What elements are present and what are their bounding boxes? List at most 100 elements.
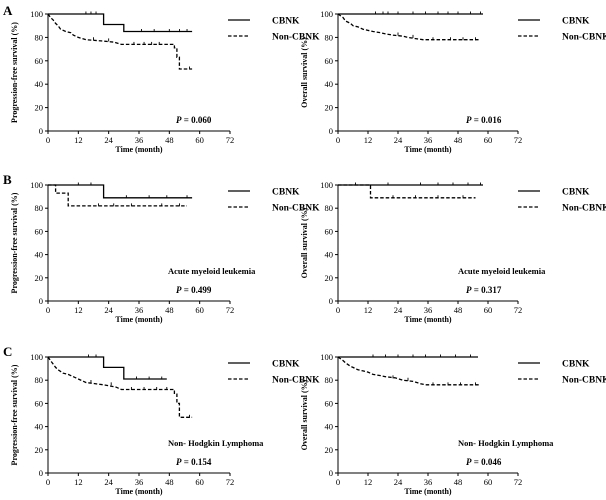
x-tick-label: 72 (514, 135, 523, 145)
panel-letter: A (3, 3, 13, 18)
p-value: P = 0.016 (466, 115, 502, 125)
y-tick-label: 100 (320, 352, 333, 362)
y-axis-label: Progression-free survival (%) (10, 192, 19, 293)
x-tick-label: 24 (104, 135, 113, 145)
x-tick-label: 12 (74, 305, 83, 315)
legend-label-non-cbnk: Non-CBNK (562, 33, 606, 43)
y-tick-label: 40 (35, 79, 44, 89)
x-tick-label: 72 (226, 477, 235, 487)
p-value-number: = 0.016 (472, 115, 502, 125)
panel-annotation: Acute myeloid leukemia (168, 266, 256, 276)
p-value-number: = 0.317 (472, 285, 502, 295)
x-tick-label: 36 (135, 305, 144, 315)
legend-label-cbnk: CBNK (562, 188, 590, 198)
y-tick-label: 80 (325, 203, 334, 213)
p-value-number: = 0.060 (182, 115, 212, 125)
panel-letter: C (3, 344, 12, 359)
y-axis-label: Progression-free survival (%) (10, 364, 19, 465)
p-value-symbol: P (176, 457, 182, 467)
p-value-number: = 0.046 (472, 457, 502, 467)
p-value: P = 0.046 (466, 457, 502, 467)
x-tick-label: 24 (394, 135, 403, 145)
y-tick-label: 20 (35, 103, 44, 113)
p-value-symbol: P (466, 457, 472, 467)
legend-label-cbnk: CBNK (562, 17, 590, 27)
x-tick-label: 48 (165, 477, 174, 487)
legend-label-cbnk: CBNK (272, 188, 300, 198)
y-tick-label: 80 (35, 203, 44, 213)
x-tick-label: 60 (195, 477, 204, 487)
y-tick-label: 20 (325, 273, 334, 283)
legend-label-cbnk: CBNK (272, 360, 300, 370)
y-tick-label: 0 (39, 296, 43, 306)
y-tick-label: 20 (325, 445, 334, 455)
legend-label-non-cbnk: Non-CBNK (562, 376, 606, 386)
panel-c-right: 0 20 40 60 80 100 0 12 24 36 48 60 72 Time (month) Ove… (300, 352, 606, 496)
x-tick-label: 48 (454, 135, 463, 145)
y-tick-label: 100 (30, 9, 43, 19)
x-tick-label: 0 (46, 477, 50, 487)
legend-label-non-cbnk: Non-CBNK (272, 376, 320, 386)
x-tick-label: 60 (195, 135, 204, 145)
y-tick-label: 40 (325, 422, 334, 432)
curve-cbnk (48, 356, 167, 380)
x-axis-label: Time (month) (115, 315, 163, 324)
panel-letter: B (3, 172, 12, 187)
y-tick-label: 20 (35, 445, 44, 455)
y-tick-label: 80 (325, 375, 334, 385)
x-tick-label: 72 (226, 135, 235, 145)
x-tick-label: 36 (135, 135, 144, 145)
x-axis-label: Time (month) (404, 145, 452, 154)
y-tick-label: 60 (325, 398, 334, 408)
curve-non-cbnk (338, 184, 476, 199)
y-axis-label: Overall survival (%) (300, 379, 309, 450)
curve-non-cbnk (47, 356, 193, 418)
y-tick-label: 60 (325, 56, 334, 66)
x-tick-label: 60 (484, 305, 493, 315)
p-value-symbol: P (466, 115, 472, 125)
y-axis-label: Progression-free survival (%) (10, 22, 19, 123)
y-tick-label: 0 (329, 468, 333, 478)
panel-a-right: 0 20 40 60 80 100 0 12 24 36 48 60 72 Time (month) Ove… (300, 9, 606, 154)
x-tick-label: 24 (104, 477, 113, 487)
x-axis-label: Time (month) (115, 487, 163, 496)
y-tick-label: 100 (320, 9, 333, 19)
y-tick-label: 20 (35, 273, 44, 283)
legend-label-non-cbnk: Non-CBNK (562, 204, 606, 214)
y-tick-label: 80 (35, 375, 44, 385)
p-value: P = 0.317 (466, 285, 502, 295)
curve-non-cbnk (47, 13, 193, 70)
y-tick-label: 0 (39, 468, 43, 478)
x-tick-label: 36 (424, 305, 433, 315)
y-tick-label: 0 (329, 126, 333, 136)
x-axis-label: Time (month) (115, 145, 163, 154)
x-tick-label: 36 (135, 477, 144, 487)
curve-cbnk (48, 13, 193, 33)
x-tick-label: 12 (74, 135, 83, 145)
y-tick-label: 0 (329, 296, 333, 306)
curve-non-cbnk (48, 184, 187, 207)
y-axis-label: Overall survival (%) (300, 207, 309, 278)
y-tick-label: 60 (35, 398, 44, 408)
x-tick-label: 12 (74, 477, 83, 487)
curve-cbnk (48, 184, 193, 199)
x-tick-label: 0 (46, 135, 50, 145)
y-tick-label: 100 (30, 352, 43, 362)
y-tick-label: 40 (325, 250, 334, 260)
x-tick-label: 72 (226, 305, 235, 315)
p-value-symbol: P (176, 115, 182, 125)
panel-c-left: 0 20 40 60 80 100 0 12 24 36 48 60 72 Time (month) Pro… (3, 344, 320, 496)
curve-non-cbnk (337, 13, 481, 41)
x-axis-label: Time (month) (404, 487, 452, 496)
panel-annotation: Acute myeloid leukemia (458, 266, 546, 276)
panel-b-left: 0 20 40 60 80 100 0 12 24 36 48 60 72 Time (month) Pro… (3, 172, 320, 324)
legend-label-cbnk: CBNK (562, 360, 590, 370)
y-tick-label: 60 (325, 226, 334, 236)
y-tick-label: 20 (325, 103, 334, 113)
panel-a-left: 0 20 40 60 80 100 0 12 24 36 48 60 72 Time (month) Pro… (3, 3, 320, 154)
legend-label-cbnk: CBNK (272, 17, 300, 27)
x-tick-label: 60 (484, 477, 493, 487)
p-value: P = 0.154 (176, 457, 212, 467)
x-tick-label: 0 (46, 305, 50, 315)
